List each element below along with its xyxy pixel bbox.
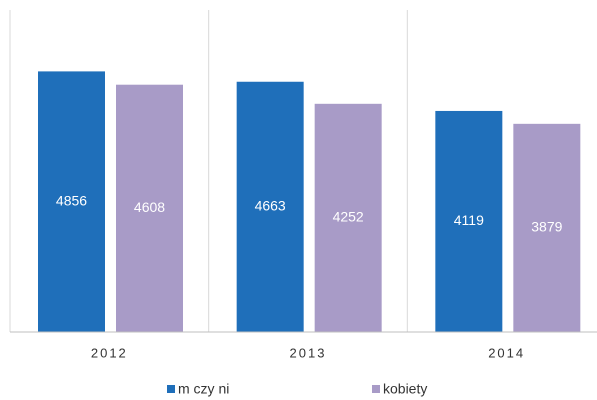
- data-label: 4608: [134, 199, 165, 215]
- legend-label: m czy ni: [178, 381, 229, 397]
- data-label: 4663: [255, 198, 286, 214]
- x-tick-label: 2013: [290, 345, 327, 360]
- bar: [116, 84, 183, 332]
- bar: [513, 123, 581, 333]
- data-label: 4119: [454, 212, 484, 228]
- legend-swatch: [372, 385, 380, 393]
- bar: [314, 103, 382, 333]
- legend-label: kobiety: [383, 381, 427, 397]
- x-tick-label: 2014: [488, 345, 525, 360]
- x-tick-label: 2012: [91, 345, 128, 360]
- data-label: 4252: [333, 209, 364, 225]
- bar: [236, 81, 304, 332]
- data-label: 3879: [531, 219, 562, 235]
- data-label: 4856: [56, 192, 87, 208]
- bar: [38, 71, 105, 333]
- bar: [435, 110, 503, 333]
- legend-swatch: [167, 385, 175, 393]
